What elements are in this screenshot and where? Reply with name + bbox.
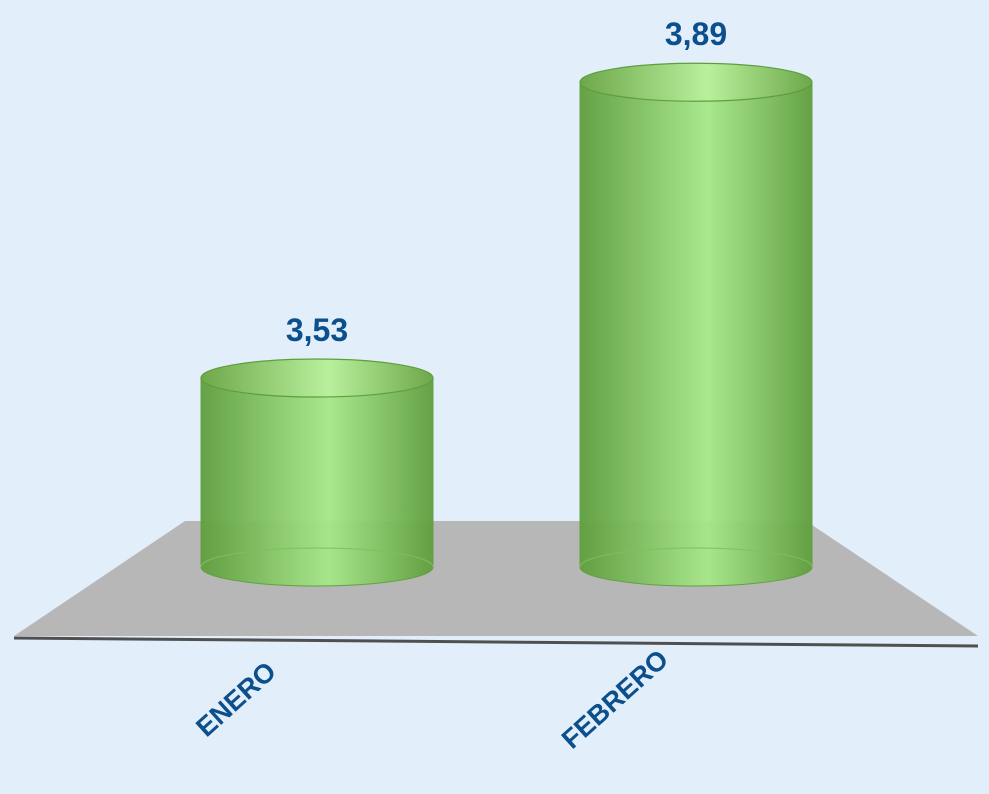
cylinder-top [579, 62, 813, 102]
cylinder-top [200, 358, 434, 398]
cylinder-body [200, 377, 434, 587]
cylinder-body [579, 81, 813, 587]
cylinder-bar [579, 62, 813, 587]
cylinder-base-back [200, 547, 434, 568]
value-label: 3,53 [286, 312, 348, 348]
x-axis-line [13, 636, 979, 648]
cylinder-base-back [579, 547, 813, 568]
value-label: 3,89 [665, 16, 727, 52]
bars-group: 3,53 3,89 [200, 16, 813, 587]
cylinder-bar [200, 358, 434, 587]
